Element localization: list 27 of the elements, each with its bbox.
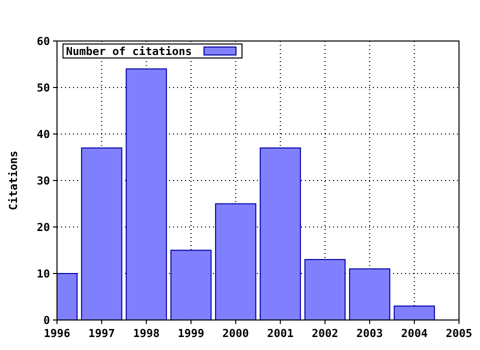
bar — [394, 306, 435, 320]
y-tick-label: 60 — [36, 35, 50, 48]
x-tick-label: 1998 — [133, 327, 160, 340]
bar — [215, 203, 256, 320]
bar — [260, 147, 301, 320]
x-tick-label: 2000 — [222, 327, 249, 340]
bar — [304, 259, 346, 320]
x-tick-label: 1997 — [88, 327, 115, 340]
x-tick-label: 2002 — [312, 327, 338, 340]
bar — [349, 268, 390, 320]
x-tick-label: 2003 — [356, 327, 383, 340]
legend-label: Number of citations — [66, 45, 192, 58]
y-tick-label: 10 — [36, 268, 50, 280]
y-tick-label: 40 — [36, 128, 50, 141]
x-tick-label: 2001 — [267, 327, 294, 340]
bar — [81, 147, 122, 320]
x-tick-label: 1996 — [44, 327, 71, 340]
y-tick-label: 0 — [43, 314, 50, 327]
y-tick-label: 20 — [36, 221, 50, 234]
x-tick-label: 2005 — [446, 327, 472, 340]
y-tick-label: 50 — [36, 82, 50, 94]
bar — [126, 68, 167, 320]
x-tick-label: 2004 — [401, 327, 428, 340]
bar — [170, 250, 212, 320]
x-tick-label: 1999 — [178, 327, 204, 340]
y-axis-title: Citations — [7, 150, 20, 210]
y-tick-label: 30 — [36, 174, 50, 188]
